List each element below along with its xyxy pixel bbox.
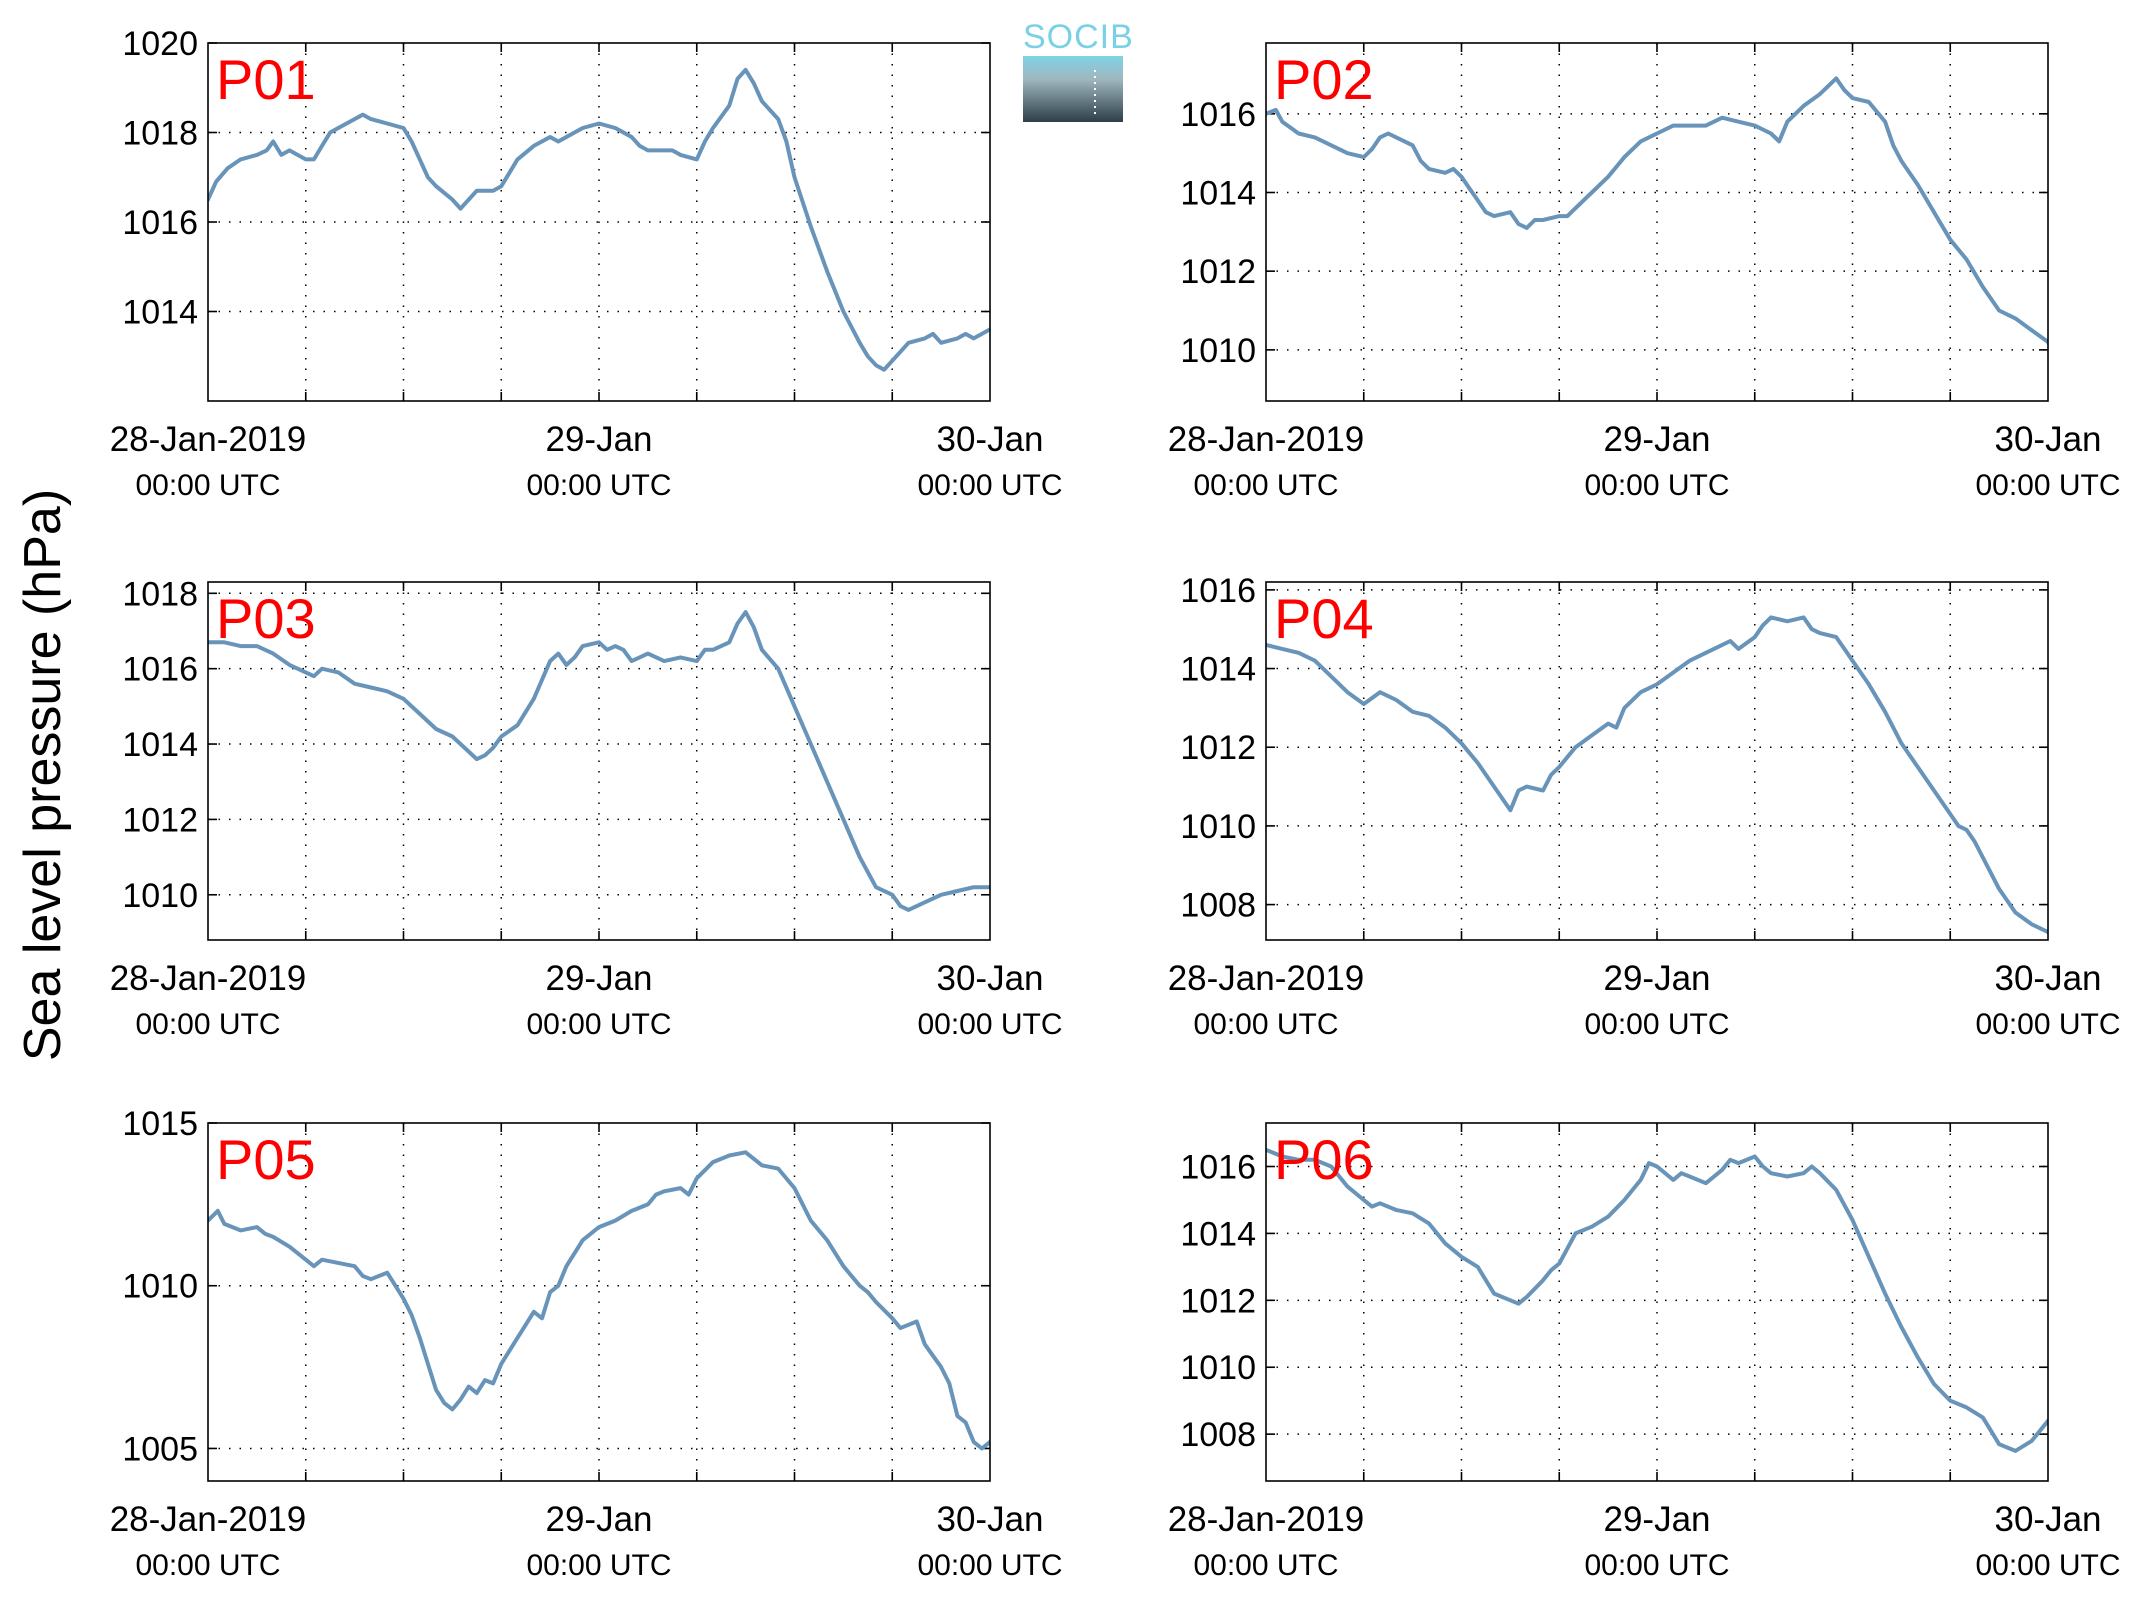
x-tick-label: 28-Jan-2019 [1168,1500,1365,1539]
y-tick-label: 1016 [1180,96,1256,134]
y-tick-label: 1014 [1180,174,1256,212]
panel-p06: 1008 1010 1012 1014 1016 28-Jan-2019 00:00 UTC… [1168,1122,2121,1582]
x-tick-sublabel: 00:00 UTC [1193,1008,1338,1041]
panel-p05: 1005 1010 1015 28-Jan-2019 00:00 UTC 29-Jan 00… [110,1105,1063,1582]
x-tick-label: 30-Jan [936,1500,1043,1539]
x-tick-label: 29-Jan [545,420,652,459]
x-tick-label: 28-Jan-2019 [110,420,307,459]
x-tick-label: 28-Jan-2019 [1168,959,1365,998]
logo-text: SOCIB [1023,18,1134,56]
y-tick-label: 1010 [1180,332,1256,370]
series-line-p04 [1266,615,2048,935]
y-tick-label: 1015 [122,1105,198,1143]
panel-p02: 1010 1012 1014 1016 28-Jan-2019 00:00 UTC 29-J… [1168,42,2121,502]
panel-label: P01 [216,48,316,111]
x-tick-sublabel: 00:00 UTC [1193,469,1338,502]
y-axis-label: Sea level pressure (hPa) [14,489,72,1061]
x-tick-sublabel: 00:00 UTC [1975,1549,2120,1582]
x-tick-sublabel: 00:00 UTC [1975,1008,2120,1041]
plot-frame [207,42,991,402]
x-tick-label: 30-Jan [1994,1500,2101,1539]
x-tick-label: 29-Jan [545,1500,652,1539]
panel-label: P02 [1274,48,1374,111]
socib-logo: SOCIB [1023,18,1134,122]
y-tick-label: 1016 [1180,572,1256,610]
plot-frame [1265,1122,2049,1482]
x-tick-sublabel: 00:00 UTC [1584,1549,1729,1582]
x-tick-label: 30-Jan [1994,420,2101,459]
panel-label: P04 [1274,587,1374,650]
y-tick-label: 1018 [122,575,198,613]
plot-frame [1265,42,2049,402]
x-tick-label: 30-Jan [1994,959,2101,998]
series-line-p02 [1266,76,2048,347]
y-tick-label: 1016 [122,651,198,689]
x-tick-label: 29-Jan [545,959,652,998]
panel-label: P05 [216,1128,316,1191]
x-tick-sublabel: 00:00 UTC [1193,1549,1338,1582]
y-tick-label: 1014 [1180,651,1256,689]
y-tick-label: 1010 [122,1268,198,1306]
y-tick-label: 1010 [1180,1349,1256,1387]
y-tick-label: 1008 [1180,1416,1256,1454]
series-line-p03 [208,610,990,912]
x-tick-sublabel: 00:00 UTC [917,1008,1062,1041]
logo-block [1023,56,1123,122]
x-tick-sublabel: 00:00 UTC [1584,1008,1729,1041]
y-tick-label: 1016 [122,204,198,242]
plot-frame [207,1122,991,1482]
x-tick-sublabel: 00:00 UTC [917,469,1062,502]
y-tick-label: 1012 [1180,729,1256,767]
x-tick-sublabel: 00:00 UTC [526,1549,671,1582]
x-tick-label: 29-Jan [1603,1500,1710,1539]
panel-p01: 1014 1016 1018 1020 28-Jan-2019 00:00 UTC 29-J… [110,25,1063,502]
y-tick-label: 1012 [1180,1282,1256,1320]
panel-p04: 1008 1010 1012 1014 1016 28-Jan-2019 00:00 UTC… [1168,572,2121,1041]
x-tick-label: 28-Jan-2019 [110,959,307,998]
y-tick-label: 1012 [122,801,198,839]
y-tick-label: 1010 [122,877,198,915]
x-tick-label: 30-Jan [936,420,1043,459]
y-tick-label: 1012 [1180,253,1256,291]
series-line-p06 [1266,1147,2048,1453]
series-line-p01 [208,67,990,372]
x-tick-sublabel: 00:00 UTC [135,469,280,502]
panel-label: P03 [216,587,316,650]
x-tick-sublabel: 00:00 UTC [1584,469,1729,502]
x-tick-label: 28-Jan-2019 [1168,420,1365,459]
panels: 1014 1016 1018 1020 28-Jan-2019 00:00 UTC 29-J… [110,25,2121,1582]
y-tick-label: 1020 [122,25,198,63]
y-tick-label: 1018 [122,115,198,153]
x-tick-sublabel: 00:00 UTC [135,1008,280,1041]
plot-frame [1265,581,2049,941]
y-tick-label: 1005 [122,1430,198,1468]
panel-p03: 1010 1012 1014 1016 1018 28-Jan-2019 00:00 UTC… [110,575,1063,1041]
y-tick-label: 1014 [122,294,198,332]
y-tick-label: 1016 [1180,1148,1256,1186]
x-tick-label: 29-Jan [1603,420,1710,459]
x-tick-sublabel: 00:00 UTC [526,469,671,502]
panel-label: P06 [1274,1128,1374,1191]
x-tick-label: 29-Jan [1603,959,1710,998]
y-tick-label: 1014 [122,726,198,764]
x-tick-sublabel: 00:00 UTC [917,1549,1062,1582]
y-tick-label: 1010 [1180,808,1256,846]
plot-frame [207,581,991,941]
x-tick-label: 28-Jan-2019 [110,1500,307,1539]
x-tick-sublabel: 00:00 UTC [526,1008,671,1041]
y-tick-label: 1014 [1180,1215,1256,1253]
x-tick-sublabel: 00:00 UTC [1975,469,2120,502]
x-tick-sublabel: 00:00 UTC [135,1549,280,1582]
x-tick-label: 30-Jan [936,959,1043,998]
y-tick-label: 1008 [1180,887,1256,925]
series-line-p05 [208,1150,990,1451]
